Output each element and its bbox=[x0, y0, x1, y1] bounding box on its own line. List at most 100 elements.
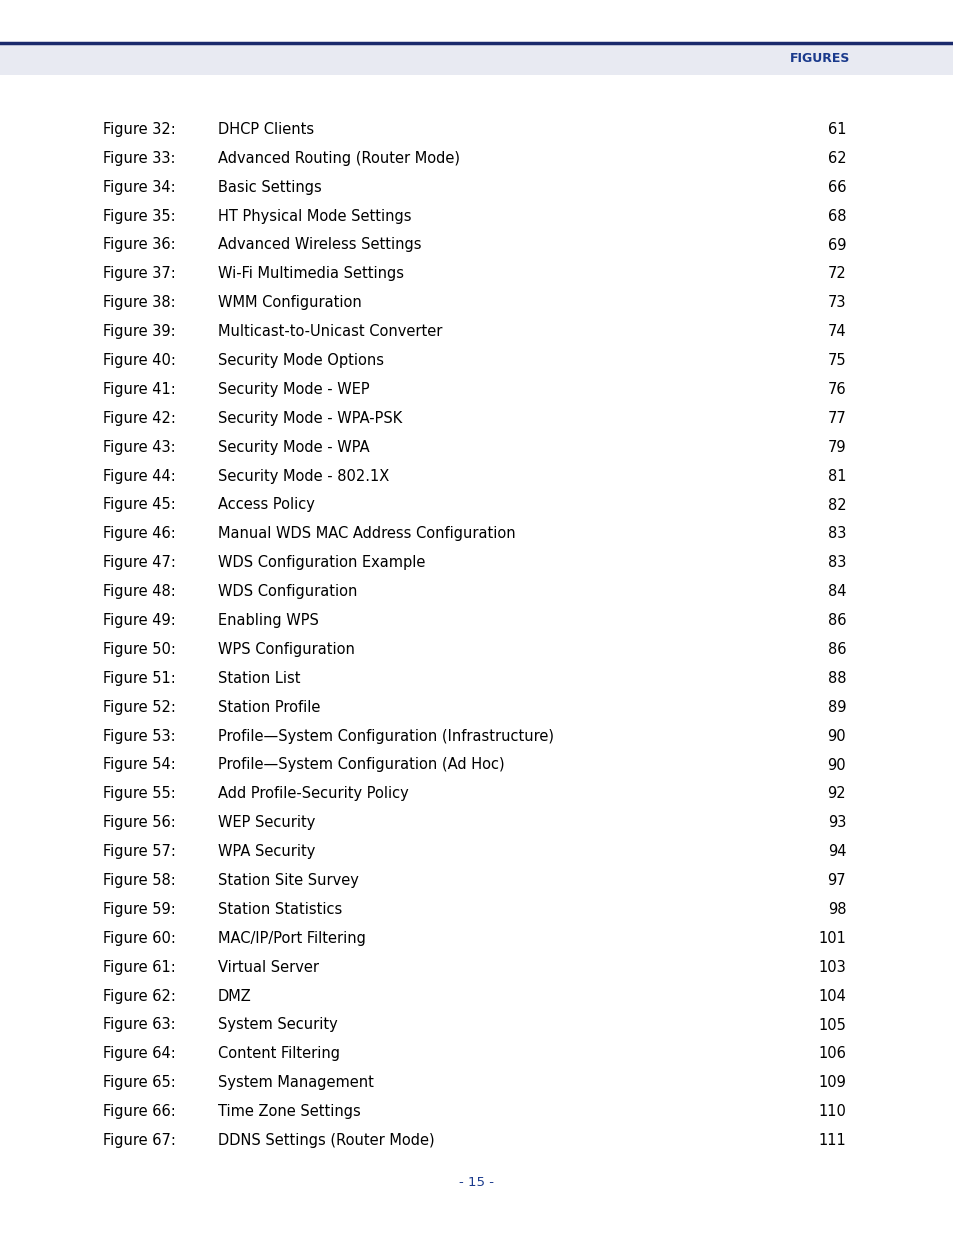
Text: Figure 39:: Figure 39: bbox=[103, 324, 175, 340]
Text: Basic Settings: Basic Settings bbox=[217, 180, 321, 195]
Text: 66: 66 bbox=[827, 180, 845, 195]
Text: 92: 92 bbox=[826, 787, 845, 802]
Text: Virtual Server: Virtual Server bbox=[217, 960, 318, 974]
Text: Time Zone Settings: Time Zone Settings bbox=[217, 1104, 360, 1119]
Text: Wi-Fi Multimedia Settings: Wi-Fi Multimedia Settings bbox=[217, 267, 403, 282]
Text: FIGURES: FIGURES bbox=[789, 53, 849, 65]
Text: Figure 52:: Figure 52: bbox=[103, 700, 175, 715]
Text: 77: 77 bbox=[826, 411, 845, 426]
Text: Security Mode - WPA-PSK: Security Mode - WPA-PSK bbox=[217, 411, 401, 426]
Text: 62: 62 bbox=[826, 151, 845, 165]
Text: Content Filtering: Content Filtering bbox=[217, 1046, 339, 1061]
Text: Figure 37:: Figure 37: bbox=[103, 267, 175, 282]
Text: Figure 59:: Figure 59: bbox=[103, 902, 175, 916]
Text: Add Profile-Security Policy: Add Profile-Security Policy bbox=[217, 787, 408, 802]
Text: 73: 73 bbox=[827, 295, 845, 310]
Text: Figure 53:: Figure 53: bbox=[103, 729, 175, 743]
Text: 88: 88 bbox=[827, 671, 845, 685]
Text: Figure 65:: Figure 65: bbox=[103, 1076, 175, 1091]
Text: 89: 89 bbox=[827, 700, 845, 715]
Text: 105: 105 bbox=[818, 1018, 845, 1032]
Text: 76: 76 bbox=[826, 382, 845, 396]
Text: Figure 48:: Figure 48: bbox=[103, 584, 175, 599]
Text: 74: 74 bbox=[826, 324, 845, 340]
Text: WMM Configuration: WMM Configuration bbox=[217, 295, 361, 310]
Text: 101: 101 bbox=[818, 931, 845, 946]
Text: 81: 81 bbox=[827, 468, 845, 484]
Text: 103: 103 bbox=[818, 960, 845, 974]
Text: Figure 35:: Figure 35: bbox=[103, 209, 175, 224]
Text: System Management: System Management bbox=[217, 1076, 373, 1091]
Text: 86: 86 bbox=[827, 642, 845, 657]
Text: Figure 67:: Figure 67: bbox=[103, 1132, 175, 1149]
Text: 84: 84 bbox=[827, 584, 845, 599]
Text: Figure 61:: Figure 61: bbox=[103, 960, 175, 974]
Text: Security Mode - 802.1X: Security Mode - 802.1X bbox=[217, 468, 389, 484]
Text: Station List: Station List bbox=[217, 671, 299, 685]
Text: Figure 60:: Figure 60: bbox=[103, 931, 175, 946]
Text: 83: 83 bbox=[827, 526, 845, 541]
Text: WPA Security: WPA Security bbox=[217, 845, 314, 860]
Text: Figure 45:: Figure 45: bbox=[103, 498, 175, 513]
Text: Figure 56:: Figure 56: bbox=[103, 815, 175, 830]
Text: Figure 32:: Figure 32: bbox=[103, 122, 175, 137]
Text: Figure 34:: Figure 34: bbox=[103, 180, 175, 195]
Text: Figure 36:: Figure 36: bbox=[103, 237, 175, 252]
Text: Security Mode - WPA: Security Mode - WPA bbox=[217, 440, 369, 454]
Text: Figure 55:: Figure 55: bbox=[103, 787, 175, 802]
Text: Figure 41:: Figure 41: bbox=[103, 382, 175, 396]
Bar bbox=[0, 43, 953, 75]
Text: Figure 49:: Figure 49: bbox=[103, 613, 175, 629]
Text: 90: 90 bbox=[826, 757, 845, 773]
Text: Figure 46:: Figure 46: bbox=[103, 526, 175, 541]
Text: Security Mode - WEP: Security Mode - WEP bbox=[217, 382, 369, 396]
Text: WDS Configuration: WDS Configuration bbox=[217, 584, 356, 599]
Text: Advanced Routing (Router Mode): Advanced Routing (Router Mode) bbox=[217, 151, 459, 165]
Text: 104: 104 bbox=[818, 988, 845, 1004]
Text: 97: 97 bbox=[826, 873, 845, 888]
Text: 109: 109 bbox=[818, 1076, 845, 1091]
Text: 93: 93 bbox=[827, 815, 845, 830]
Text: 75: 75 bbox=[826, 353, 845, 368]
Text: Figure 43:: Figure 43: bbox=[103, 440, 175, 454]
Text: 106: 106 bbox=[818, 1046, 845, 1061]
Text: Figure 42:: Figure 42: bbox=[103, 411, 175, 426]
Text: DMZ: DMZ bbox=[217, 988, 251, 1004]
Text: WPS Configuration: WPS Configuration bbox=[217, 642, 354, 657]
Text: Access Policy: Access Policy bbox=[217, 498, 314, 513]
Text: Profile—System Configuration (Infrastructure): Profile—System Configuration (Infrastruc… bbox=[217, 729, 553, 743]
Text: Figure 63:: Figure 63: bbox=[103, 1018, 175, 1032]
Text: Figure 51:: Figure 51: bbox=[103, 671, 175, 685]
Text: 86: 86 bbox=[827, 613, 845, 629]
Text: 94: 94 bbox=[827, 845, 845, 860]
Text: WDS Configuration Example: WDS Configuration Example bbox=[217, 556, 424, 571]
Text: DHCP Clients: DHCP Clients bbox=[217, 122, 314, 137]
Text: Figure 58:: Figure 58: bbox=[103, 873, 175, 888]
Text: Figure 40:: Figure 40: bbox=[103, 353, 175, 368]
Text: 90: 90 bbox=[826, 729, 845, 743]
Text: Manual WDS MAC Address Configuration: Manual WDS MAC Address Configuration bbox=[217, 526, 515, 541]
Text: DDNS Settings (Router Mode): DDNS Settings (Router Mode) bbox=[217, 1132, 434, 1149]
Text: 72: 72 bbox=[826, 267, 845, 282]
Text: 68: 68 bbox=[827, 209, 845, 224]
Text: HT Physical Mode Settings: HT Physical Mode Settings bbox=[217, 209, 411, 224]
Text: Figure 47:: Figure 47: bbox=[103, 556, 175, 571]
Text: Figure 38:: Figure 38: bbox=[103, 295, 175, 310]
Text: Station Profile: Station Profile bbox=[217, 700, 319, 715]
Text: 98: 98 bbox=[827, 902, 845, 916]
Text: Figure 54:: Figure 54: bbox=[103, 757, 175, 773]
Text: Figure 66:: Figure 66: bbox=[103, 1104, 175, 1119]
Text: MAC/IP/Port Filtering: MAC/IP/Port Filtering bbox=[217, 931, 365, 946]
Text: Figure 62:: Figure 62: bbox=[103, 988, 175, 1004]
Text: Figure 50:: Figure 50: bbox=[103, 642, 175, 657]
Text: Figure 33:: Figure 33: bbox=[103, 151, 175, 165]
Text: Security Mode Options: Security Mode Options bbox=[217, 353, 383, 368]
Text: 83: 83 bbox=[827, 556, 845, 571]
Text: System Security: System Security bbox=[217, 1018, 337, 1032]
Text: 61: 61 bbox=[827, 122, 845, 137]
Text: Enabling WPS: Enabling WPS bbox=[217, 613, 318, 629]
Text: - 15 -: - 15 - bbox=[459, 1177, 494, 1189]
Text: Figure 64:: Figure 64: bbox=[103, 1046, 175, 1061]
Text: 69: 69 bbox=[827, 237, 845, 252]
Text: Profile—System Configuration (Ad Hoc): Profile—System Configuration (Ad Hoc) bbox=[217, 757, 503, 773]
